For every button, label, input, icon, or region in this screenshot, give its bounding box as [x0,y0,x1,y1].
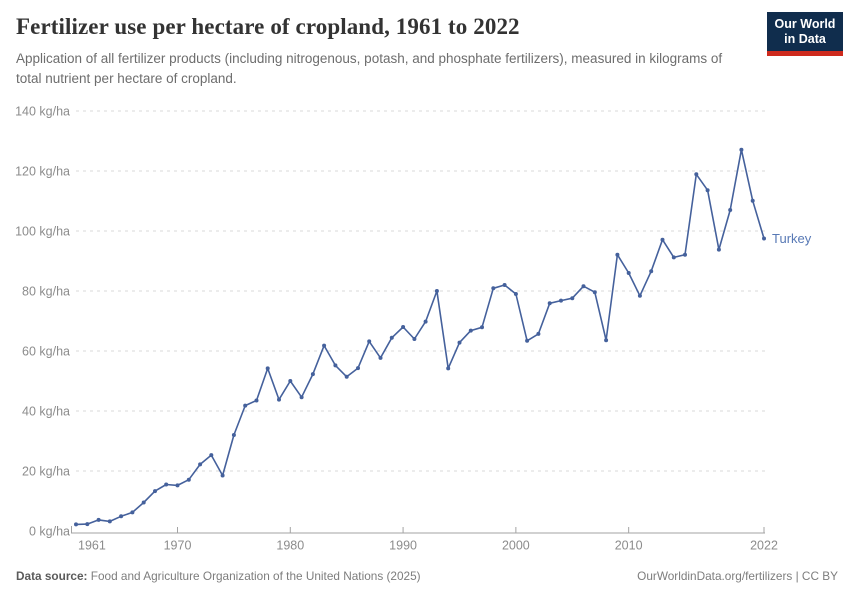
data-point [198,462,203,467]
data-point [412,337,417,341]
data-point [637,293,642,298]
data-point [547,301,552,306]
data-point [231,433,236,437]
data-point [660,237,665,242]
data-point [153,489,157,494]
series-line-turkey [75,148,765,526]
data-point [74,522,78,527]
data-point [536,331,541,336]
data-point [728,208,733,212]
data-point [683,252,687,257]
x-axis-tick-label: 2000 [502,539,530,553]
x-axis-tick-label: 2010 [615,539,643,553]
data-point [141,500,146,505]
data-point [716,247,721,252]
y-axis-tick-label: 20 kg/ha [22,465,70,479]
data-point [378,355,383,360]
x-axis-tick-label: 1990 [389,539,417,553]
data-point [750,198,755,203]
data-point [581,284,586,289]
data-point [480,325,484,330]
data-point [604,338,609,343]
data-point [85,522,90,527]
data-point [220,473,225,478]
y-axis-tick-label: 0 kg/ha [29,525,70,539]
data-point [356,366,360,371]
y-axis-tick-label: 140 kg/ha [15,105,70,119]
owid-logo: Our World in Data [767,12,843,56]
data-point [175,483,180,488]
data-source: Data source: Food and Agriculture Organi… [16,569,421,583]
data-point [130,510,135,515]
data-point [164,482,169,487]
chart-footer: Data source: Food and Agriculture Organi… [16,569,838,583]
data-point [457,340,462,345]
y-axis-tick-label: 120 kg/ha [15,165,70,179]
data-point [254,398,259,403]
x-axis-tick-label: 2022 [750,539,778,553]
data-point [491,286,496,291]
line-chart[interactable]: 0 kg/ha 20 kg/ha 40 kg/ha 60 kg/ha 80 kg/ha 1… [0,95,850,570]
data-point [570,296,575,301]
x-axis-tick-label: 1970 [164,539,192,553]
data-point [694,172,699,177]
data-point [243,403,248,408]
data-point [649,269,654,274]
y-axis-tick-label: 80 kg/ha [22,285,70,299]
data-point [446,366,451,371]
data-point [277,397,281,402]
data-point [423,319,428,324]
data-point [401,325,406,329]
data-point [367,339,372,344]
data-point [468,328,473,333]
data-point [615,252,620,257]
data-point [389,335,394,340]
data-point [559,298,563,303]
data-point [513,292,518,296]
data-point [119,514,124,519]
data-point [209,453,214,458]
data-point [333,363,338,368]
data-point [739,147,744,152]
data-point [322,343,327,348]
data-point [525,338,530,343]
data-point [96,517,101,522]
data-point [265,366,270,371]
data-point [592,290,597,295]
data-source-label: Data source: [16,569,88,583]
credit-link[interactable]: OurWorldinData.org/fertilizers | CC BY [637,569,838,583]
data-point [288,379,293,383]
y-axis-tick-label: 60 kg/ha [22,345,70,359]
owid-logo-line2: in Data [784,32,826,46]
y-axis-tick-label: 100 kg/ha [15,225,70,239]
data-point [344,374,349,379]
chart-title: Fertilizer use per hectare of cropland, … [16,14,520,39]
data-point [671,255,676,260]
x-axis-tick-label: 1980 [276,539,304,553]
series-entity-label[interactable]: Turkey [772,231,812,246]
owid-logo-line1: Our World [774,17,836,31]
chart-header: Fertilizer use per hectare of cropland, … [16,14,756,90]
data-point [502,283,507,287]
data-point [107,519,112,524]
chart-subtitle: Application of all fertilizer products (… [16,51,723,87]
y-axis-tick-label: 40 kg/ha [22,405,70,419]
data-point [310,372,315,377]
data-point [762,236,766,241]
data-point [434,289,439,293]
data-point [299,395,304,400]
data-source-text: Food and Agriculture Organization of the… [90,569,421,583]
x-axis-tick-label: 1961 [78,539,106,553]
data-point [626,271,631,275]
data-point [705,188,710,193]
data-point [186,477,191,482]
